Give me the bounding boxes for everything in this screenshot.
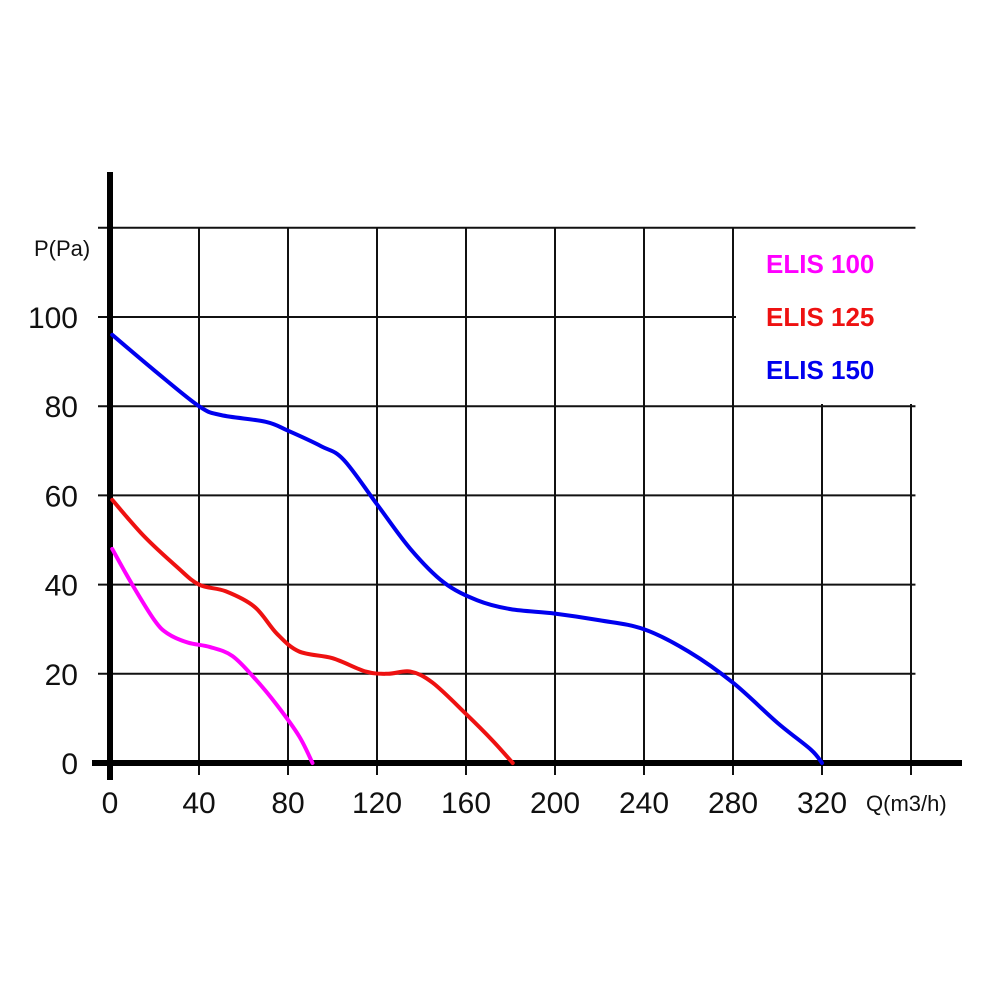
y-tick-label: 40 [45,570,78,603]
x-tick-label: 120 [352,787,402,820]
x-tick-label: 280 [708,787,758,820]
x-tick-label: 80 [271,787,304,820]
y-axis-title: P(Pa) [34,236,90,261]
axes [92,172,962,780]
x-axis-title: Q(m3/h) [866,791,947,816]
y-tick-label: 20 [45,659,78,692]
y-tick-label: 100 [28,302,78,335]
x-tick-label: 40 [182,787,215,820]
y-tick-label: 0 [61,748,78,781]
x-tick-label: 160 [441,787,491,820]
grid [98,226,916,775]
x-tick-label: 200 [530,787,580,820]
series-lines [110,332,824,765]
legend-entry-elis-100: ELIS 100 [766,249,874,279]
x-tick-label: 240 [619,787,669,820]
legend-entry-elis-150: ELIS 150 [766,355,874,385]
series-line-elis-125 [110,497,515,765]
legend-entry-elis-125: ELIS 125 [766,302,874,332]
series-line-elis-150 [110,332,824,765]
y-tick-label: 60 [45,480,78,513]
tick-labels: 0 40 80 120 160 200 240 280 320 0 20 40 60 80 100 [28,302,847,820]
x-tick-label: 0 [102,787,119,820]
series-line-elis-100 [110,546,315,765]
y-tick-label: 80 [45,391,78,424]
x-tick-label: 320 [797,787,847,820]
legend: ELIS 100 ELIS 125 ELIS 150 [766,249,874,385]
